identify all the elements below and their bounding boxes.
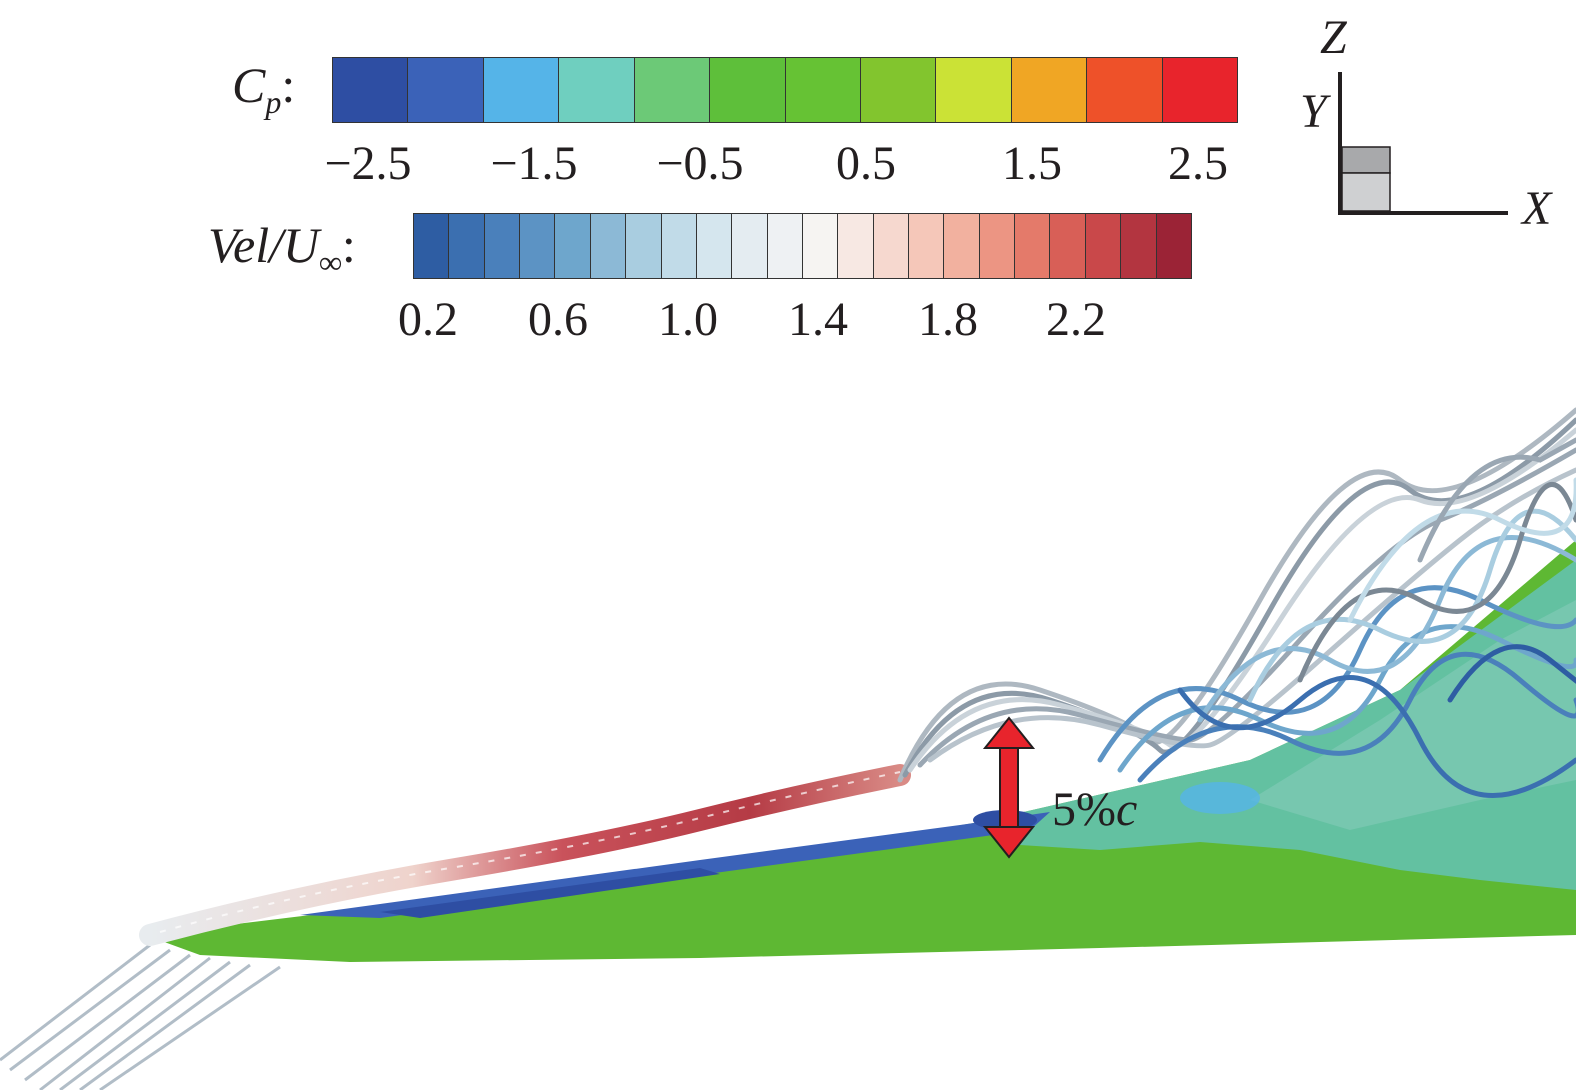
vel-tick: 0.2 [398,293,458,346]
cp-tick: 1.5 [1002,137,1062,190]
cp-color-swatch [936,58,1012,122]
vel-color-swatch [873,214,910,278]
vel-color-swatch [1156,214,1191,278]
annotation-value: 5% [1052,783,1116,836]
vel-color-swatch [1121,214,1157,278]
vel-color-swatch [484,214,521,278]
vel-color-swatch [767,214,803,278]
cp-color-swatch [333,58,409,122]
cp-color-swatch [1162,58,1238,122]
cp-color-swatch [483,58,560,122]
vel-color-swatch [909,214,945,278]
cp-color-swatch [408,58,484,122]
cp-color-swatch [1087,58,1163,122]
vel-tick: 1.0 [658,293,718,346]
wing-light-region [1250,600,1576,830]
vel-color-swatch [661,214,697,278]
cp-color-swatch [710,58,786,122]
cp-legend-label: Cp: [232,60,295,118]
suction-core [380,868,720,918]
cp-color-swatch [634,58,711,122]
vel-color-swatch [979,214,1016,278]
cp-colorbar [332,57,1238,123]
x-axis-label: X [1522,182,1552,235]
vel-tick: 1.8 [918,293,978,346]
incoming-streamlines [0,943,281,1090]
vel-color-swatch [696,214,733,278]
vel-color-swatch [838,214,874,278]
cp-tick: −2.5 [324,137,412,190]
cp-tick: −0.5 [656,137,744,190]
annotation-chord: c [1115,783,1138,836]
vel-label-main: Vel/U [208,217,320,273]
vel-tick: 1.4 [788,293,848,346]
y-axis-label: Y [1300,85,1327,138]
vel-color-swatch [1015,214,1051,278]
vel-color-swatch [520,214,556,278]
cp-label-main: C [232,57,266,113]
cp-color-swatch [1011,58,1088,122]
vel-color-swatch [626,214,662,278]
leading-edge-vortex [139,764,911,946]
suction-ring [1180,782,1260,814]
vel-color-swatch [590,214,627,278]
axis-triad: Z Y X [1290,10,1570,240]
cp-tick-labels: −2.5 −1.5 −0.5 0.5 1.5 2.5 [324,137,1238,190]
cp-label-sub: p [265,84,282,120]
vel-tick: 0.6 [528,293,588,346]
vel-color-swatch [1050,214,1086,278]
axis-triad-graphic [1338,72,1508,215]
cp-label-suffix: : [281,57,296,113]
vel-tick: 2.2 [1046,293,1106,346]
vel-color-swatch [449,214,485,278]
cp-color-swatch [785,58,861,122]
height-indicator-arrow [982,716,1036,859]
vel-label-suffix: : [341,217,356,273]
cp-color-swatch [559,58,635,122]
wing-surface [145,540,1576,962]
cp-tick: −1.5 [490,137,578,190]
suction-band [300,812,1050,918]
height-annotation: 5%c [1052,786,1137,834]
vel-color-swatch [732,214,768,278]
cp-tick: 2.5 [1168,137,1228,190]
vel-color-swatch [802,214,839,278]
vel-color-swatch [1085,214,1122,278]
vel-label-sub: ∞ [319,244,342,280]
vel-colorbar [413,213,1192,279]
vel-color-swatch [414,214,450,278]
vel-color-swatch [555,214,591,278]
z-axis-label: Z [1320,11,1347,64]
vel-tick-labels: 0.2 0.6 1.0 1.4 1.8 2.2 [398,293,1192,346]
cp-color-swatch [860,58,937,122]
vortex-breakdown-streamlines [897,407,1576,798]
vel-legend-label: Vel/U∞: [208,220,356,278]
vel-color-swatch [944,214,980,278]
cp-tick: 0.5 [836,137,896,190]
